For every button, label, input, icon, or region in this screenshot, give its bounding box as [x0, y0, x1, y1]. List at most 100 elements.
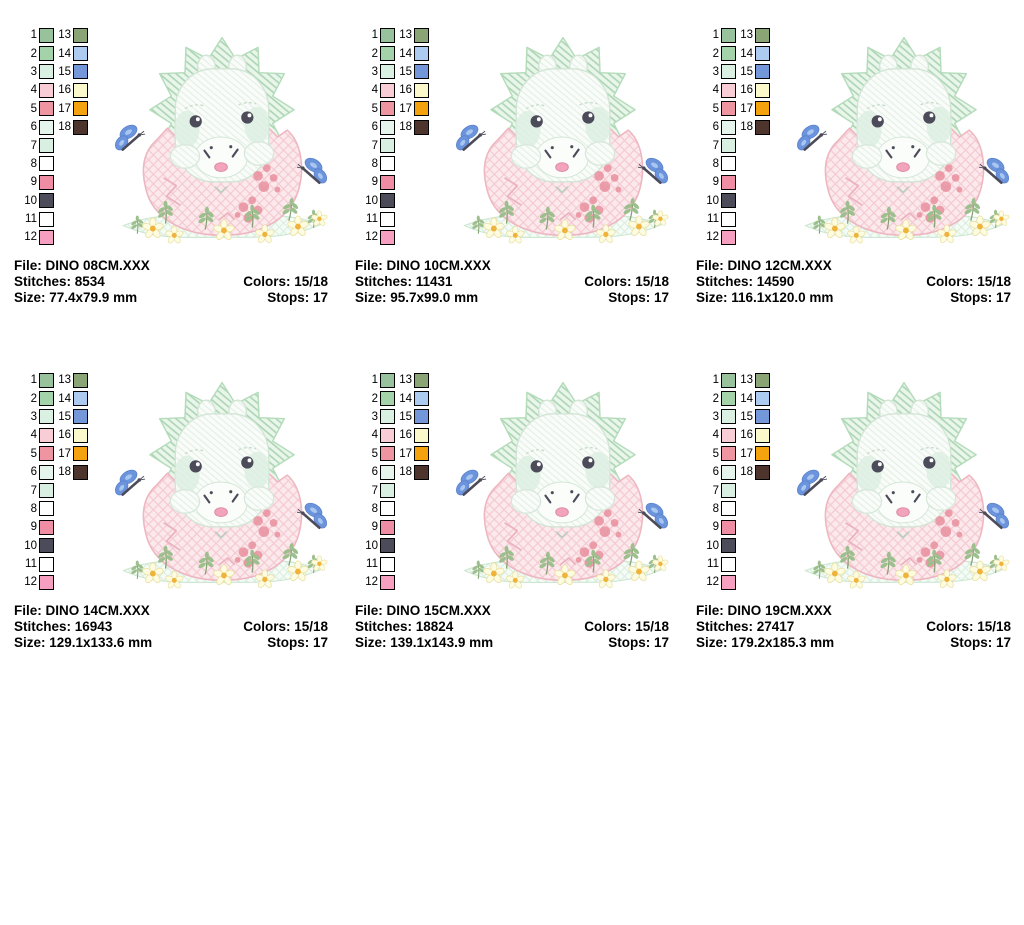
palette-row: 4 [361, 81, 395, 99]
palette-row: 18 [395, 118, 429, 136]
design-panel: 1 2 3 4 5 6 7 8 9 10 11 12 13 14 15 16 17 18 File: DINO … [0, 345, 341, 690]
color-swatch [721, 229, 736, 245]
color-number: 4 [371, 429, 378, 442]
design-info-left: File: DINO 12CM.XXX Stitches: 14590 Size… [696, 258, 833, 306]
palette-row: 14 [54, 389, 88, 407]
color-number: 8 [712, 502, 719, 515]
design-info-left: File: DINO 10CM.XXX Stitches: 11431 Size… [355, 258, 491, 306]
color-swatch [39, 538, 54, 554]
palette-row: 6 [361, 118, 395, 136]
color-number: 18 [399, 121, 412, 134]
palette-row: 8 [361, 155, 395, 173]
color-number: 13 [740, 29, 753, 42]
color-number: 18 [58, 466, 71, 479]
color-swatch [721, 119, 736, 135]
color-number: 18 [740, 466, 753, 479]
stop-count: Stops: 17 [608, 635, 669, 650]
stitch-count: Stitches: 11431 [355, 274, 453, 289]
stitch-count: Stitches: 18824 [355, 619, 454, 634]
design-panel: 1 2 3 4 5 6 7 8 9 10 11 12 13 14 15 16 17 18 File: DINO … [0, 0, 341, 345]
dino-in-egg-artwork [454, 38, 670, 245]
thread-palette: 1 2 3 4 5 6 7 8 9 10 11 12 13 14 15 16 17 18 [361, 371, 429, 592]
color-swatch [414, 27, 429, 43]
color-swatch [380, 82, 395, 98]
color-number: 15 [58, 65, 71, 78]
color-swatch [414, 409, 429, 425]
palette-row: 2 [20, 44, 54, 62]
color-swatch [39, 119, 54, 135]
thread-palette: 1 2 3 4 5 6 7 8 9 10 11 12 13 14 15 16 17 18 [20, 26, 88, 247]
palette-row: 15 [54, 63, 88, 81]
palette-row: 14 [54, 44, 88, 62]
palette-row: 9 [20, 518, 54, 536]
color-number: 5 [30, 447, 37, 460]
color-number: 7 [371, 139, 378, 152]
palette-row: 8 [20, 500, 54, 518]
color-number: 12 [365, 576, 378, 589]
color-swatch [73, 427, 88, 443]
design-info-right: Colors: 15/18 Stops: 17 [243, 619, 328, 651]
palette-row: 18 [395, 463, 429, 481]
palette-row: 7 [20, 481, 54, 499]
color-number: 5 [371, 102, 378, 115]
color-swatch [721, 211, 736, 227]
palette-row: 12 [20, 228, 54, 246]
palette-row: 18 [54, 118, 88, 136]
file-name: File: DINO 10CM.XXX [355, 258, 491, 273]
design-info: File: DINO 10CM.XXX Stitches: 11431 Size… [355, 258, 669, 306]
palette-row: 18 [736, 463, 770, 481]
color-swatch [414, 372, 429, 388]
palette-row: 15 [736, 408, 770, 426]
palette-row: 5 [702, 100, 736, 118]
color-swatch [39, 101, 54, 117]
color-swatch [755, 119, 770, 135]
palette-row: 1 [361, 26, 395, 44]
palette-row: 5 [361, 100, 395, 118]
color-number: 1 [712, 29, 719, 42]
color-number: 9 [371, 521, 378, 534]
color-swatch [380, 27, 395, 43]
color-swatch [380, 446, 395, 462]
color-number: 15 [740, 65, 753, 78]
color-swatch [39, 483, 54, 499]
color-swatch [755, 372, 770, 388]
palette-row: 16 [395, 81, 429, 99]
color-swatch [73, 27, 88, 43]
color-swatch [721, 174, 736, 190]
color-swatch [39, 446, 54, 462]
color-swatch [721, 138, 736, 154]
palette-row: 14 [395, 44, 429, 62]
palette-row: 8 [702, 155, 736, 173]
palette-row: 9 [361, 173, 395, 191]
color-number: 3 [371, 65, 378, 78]
color-number: 4 [712, 429, 719, 442]
color-swatch [380, 229, 395, 245]
color-number: 1 [371, 29, 378, 42]
color-number: 18 [399, 466, 412, 479]
color-swatch [755, 409, 770, 425]
color-swatch [380, 464, 395, 480]
color-swatch [73, 82, 88, 98]
palette-row: 1 [702, 371, 736, 389]
color-swatch [73, 101, 88, 117]
color-swatch [721, 64, 736, 80]
palette-row: 10 [20, 192, 54, 210]
color-swatch [755, 446, 770, 462]
color-number: 15 [399, 65, 412, 78]
stitch-count: Stitches: 16943 [14, 619, 113, 634]
color-number: 6 [712, 121, 719, 134]
palette-column-right: 13 14 15 16 17 18 [54, 26, 88, 136]
color-swatch [380, 391, 395, 407]
color-swatch [721, 483, 736, 499]
color-number: 10 [706, 539, 719, 552]
color-number: 18 [58, 121, 71, 134]
color-swatch [414, 82, 429, 98]
palette-row: 3 [361, 408, 395, 426]
embroidery-preview [792, 24, 1016, 248]
color-swatch [39, 229, 54, 245]
palette-row: 6 [20, 463, 54, 481]
palette-row: 17 [54, 100, 88, 118]
dino-in-egg-artwork [454, 383, 670, 590]
palette-row: 4 [20, 426, 54, 444]
color-number: 2 [712, 47, 719, 60]
